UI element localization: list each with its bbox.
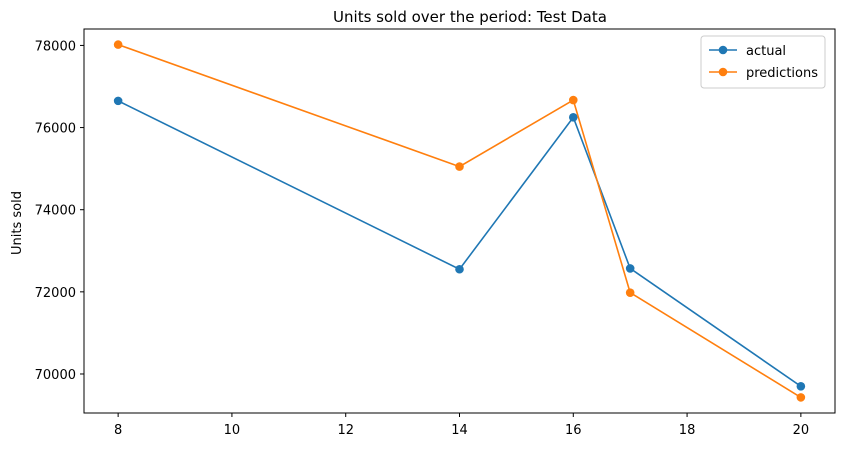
- series-line-predictions: [117, 43, 802, 399]
- y-tick-label: 78000: [35, 39, 76, 54]
- data-point-predictions: [455, 162, 464, 171]
- x-tick-label: 14: [451, 423, 468, 438]
- data-point-actual: [568, 112, 578, 122]
- y-tick-label: 76000: [35, 122, 76, 137]
- data-point-predictions: [568, 95, 578, 105]
- y-axis-title: Units sold: [10, 191, 25, 255]
- series-layer: [113, 40, 806, 402]
- data-point-predictions: [796, 393, 806, 402]
- x-tick-label: 18: [679, 423, 696, 438]
- x-tick-label: 10: [224, 423, 241, 438]
- data-point-predictions: [625, 288, 635, 297]
- x-tick-label: 20: [793, 423, 810, 438]
- legend-marker-predictions: [718, 67, 728, 77]
- legend-label-actual: actual: [746, 44, 786, 59]
- data-point-actual: [625, 264, 635, 273]
- y-axis: 70000 72000 74000 76000 78000: [35, 39, 84, 383]
- legend-marker-actual: [718, 45, 728, 55]
- data-point-actual: [113, 96, 123, 106]
- legend-label-predictions: predictions: [746, 66, 818, 81]
- y-tick-label: 74000: [35, 204, 76, 219]
- x-tick-label: 8: [114, 423, 122, 438]
- series-line-actual: [117, 100, 802, 387]
- data-point-actual: [455, 264, 464, 274]
- data-point-predictions: [113, 40, 123, 49]
- x-axis: 8 10 12 14 16 18 20: [114, 413, 809, 438]
- y-tick-label: 72000: [35, 286, 76, 301]
- x-tick-label: 16: [565, 423, 582, 438]
- legend-box: [700, 35, 826, 89]
- data-point-actual: [796, 382, 806, 391]
- y-tick-label: 70000: [35, 368, 76, 383]
- legend: actual predictions: [700, 35, 826, 89]
- x-tick-label: 12: [337, 423, 354, 438]
- chart-title: Units sold over the period: Test Data: [333, 8, 607, 26]
